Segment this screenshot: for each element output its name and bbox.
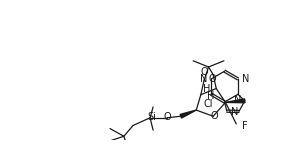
Text: Si: Si xyxy=(147,112,156,122)
Text: N: N xyxy=(232,107,239,117)
Text: O: O xyxy=(164,112,172,122)
Text: ···: ··· xyxy=(235,97,242,106)
Text: H: H xyxy=(203,84,210,94)
Text: N: N xyxy=(242,74,249,84)
Polygon shape xyxy=(226,99,245,103)
Text: N: N xyxy=(200,74,207,84)
Text: N: N xyxy=(233,95,241,105)
Text: O: O xyxy=(208,73,216,84)
Text: O: O xyxy=(211,111,218,121)
Polygon shape xyxy=(180,110,196,118)
Text: F: F xyxy=(242,121,248,131)
Text: H: H xyxy=(207,91,214,101)
Text: Cl: Cl xyxy=(204,99,213,108)
Text: O: O xyxy=(201,67,208,77)
